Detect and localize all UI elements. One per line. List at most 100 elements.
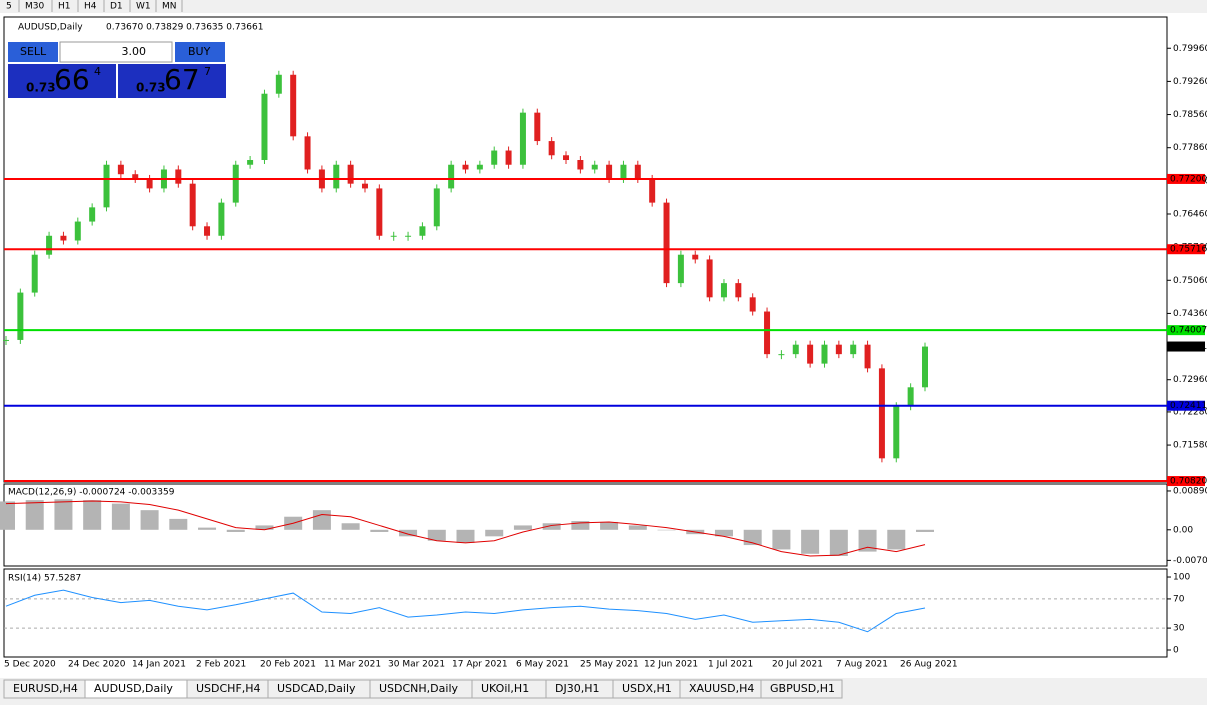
candle [103,164,110,208]
tab-label[interactable]: USDX,H1 [622,682,672,695]
buy-button[interactable] [175,42,225,62]
candle [333,164,340,189]
timeframe-button[interactable]: H4 [84,2,97,12]
macd-bar [456,529,475,543]
buy-label[interactable]: BUY [188,45,211,58]
tab-label[interactable]: EURUSD,H4 [13,682,78,695]
candle [505,150,512,165]
candle [189,183,196,227]
ask-pip: 7 [204,65,211,78]
macd-title: MACD(12,26,9) -0.000724 -0.003359 [8,488,175,498]
timeframe-button[interactable]: D1 [110,2,123,12]
candle [835,344,842,355]
y-tick-label: 0.78560 [1173,110,1207,120]
candle [850,344,857,355]
level-label: 0.75716 [1170,245,1207,255]
tab-label[interactable]: USDCNH,Daily [379,682,459,695]
sell-label[interactable]: SELL [20,45,47,58]
x-tick-label: 17 Apr 2021 [452,660,508,670]
candle [132,174,139,179]
candle [735,283,742,298]
x-tick-label: 26 Aug 2021 [900,660,958,670]
candle [361,183,368,189]
bid-box[interactable] [8,64,116,98]
macd-bar [858,529,877,552]
candle [692,254,699,260]
tab-label[interactable]: UKOil,H1 [481,682,529,695]
candle [390,235,397,237]
candle [749,297,756,312]
candle [17,292,24,340]
candle [792,344,799,355]
candle [405,235,412,237]
candle [577,160,584,170]
y-tick-label: 0.72280 [1173,407,1207,417]
candle [419,226,426,236]
x-tick-label: 20 Feb 2021 [260,660,316,670]
bid-big: 0.73 [26,81,56,95]
timeframe-button[interactable]: MN [162,2,177,12]
y-tick-label: 0.008904 [1173,486,1207,496]
macd-bar [772,529,791,550]
toolbar [0,0,1207,13]
y-tick-label: 0.72960 [1173,375,1207,385]
timeframe-button[interactable]: W1 [136,2,151,12]
y-tick-label: -0.00701 [1173,556,1207,566]
macd-bar [341,523,360,530]
candle [46,235,53,255]
tab-label[interactable]: GBPUSD,H1 [770,682,835,695]
macd-bar [312,510,331,530]
y-tick-label: 0.71580 [1173,441,1207,451]
candle [218,202,225,236]
candle [74,221,81,241]
candle [462,164,469,170]
x-tick-label: 6 May 2021 [516,660,569,670]
sell-button[interactable] [8,42,58,62]
candle [60,235,67,241]
level-label: 0.77200 [1170,174,1207,184]
candle [864,344,871,369]
macd-bar [255,525,274,530]
candle [247,160,254,165]
candle [491,150,498,165]
candle [878,368,885,459]
y-tick-label: 0.79260 [1173,77,1207,87]
timeframe-button[interactable]: H1 [58,2,71,12]
x-tick-label: 20 Jul 2021 [772,660,823,670]
y-tick-label: 70 [1173,594,1185,604]
macd-bar [714,529,733,537]
ask-box[interactable] [118,64,226,98]
tab[interactable] [760,679,843,699]
timeframe-button[interactable]: M30 [25,2,44,12]
y-tick-label: 0.79960 [1173,44,1207,54]
candle [620,164,627,179]
macd-bar [743,529,762,546]
candle [261,93,268,161]
macd-bar [427,529,446,541]
lots-value[interactable]: 3.00 [122,45,147,58]
chart-title: AUDUSD,Daily [18,23,83,33]
candle [304,136,311,170]
candle [290,74,297,137]
macd-bar [140,510,159,530]
candle [534,112,541,142]
timeframe-button[interactable]: 5 [6,2,12,12]
level-tag [1167,476,1205,487]
lots-box[interactable] [59,41,173,63]
macd-bar [83,500,102,530]
macd-bar [542,523,561,530]
macd-bar [628,525,647,530]
tab-label[interactable]: XAUUSD,H4 [689,682,754,695]
tab-label[interactable]: USDCHF,H4 [196,682,261,695]
tab-label[interactable]: USDCAD,Daily [277,682,356,695]
level-tag [1167,244,1205,255]
candle [275,74,282,94]
tab-label[interactable]: AUDUSD,Daily [94,682,173,695]
ohlc-label: 0.73670 0.73829 0.73635 0.73661 [106,23,263,33]
level-tag [1167,173,1205,184]
bid-pip: 4 [94,65,101,78]
tab-label[interactable]: DJ30,H1 [555,682,599,695]
y-tick-label: 0.74360 [1173,309,1207,319]
y-tick-label: 0.75060 [1173,276,1207,286]
candle [893,406,900,459]
